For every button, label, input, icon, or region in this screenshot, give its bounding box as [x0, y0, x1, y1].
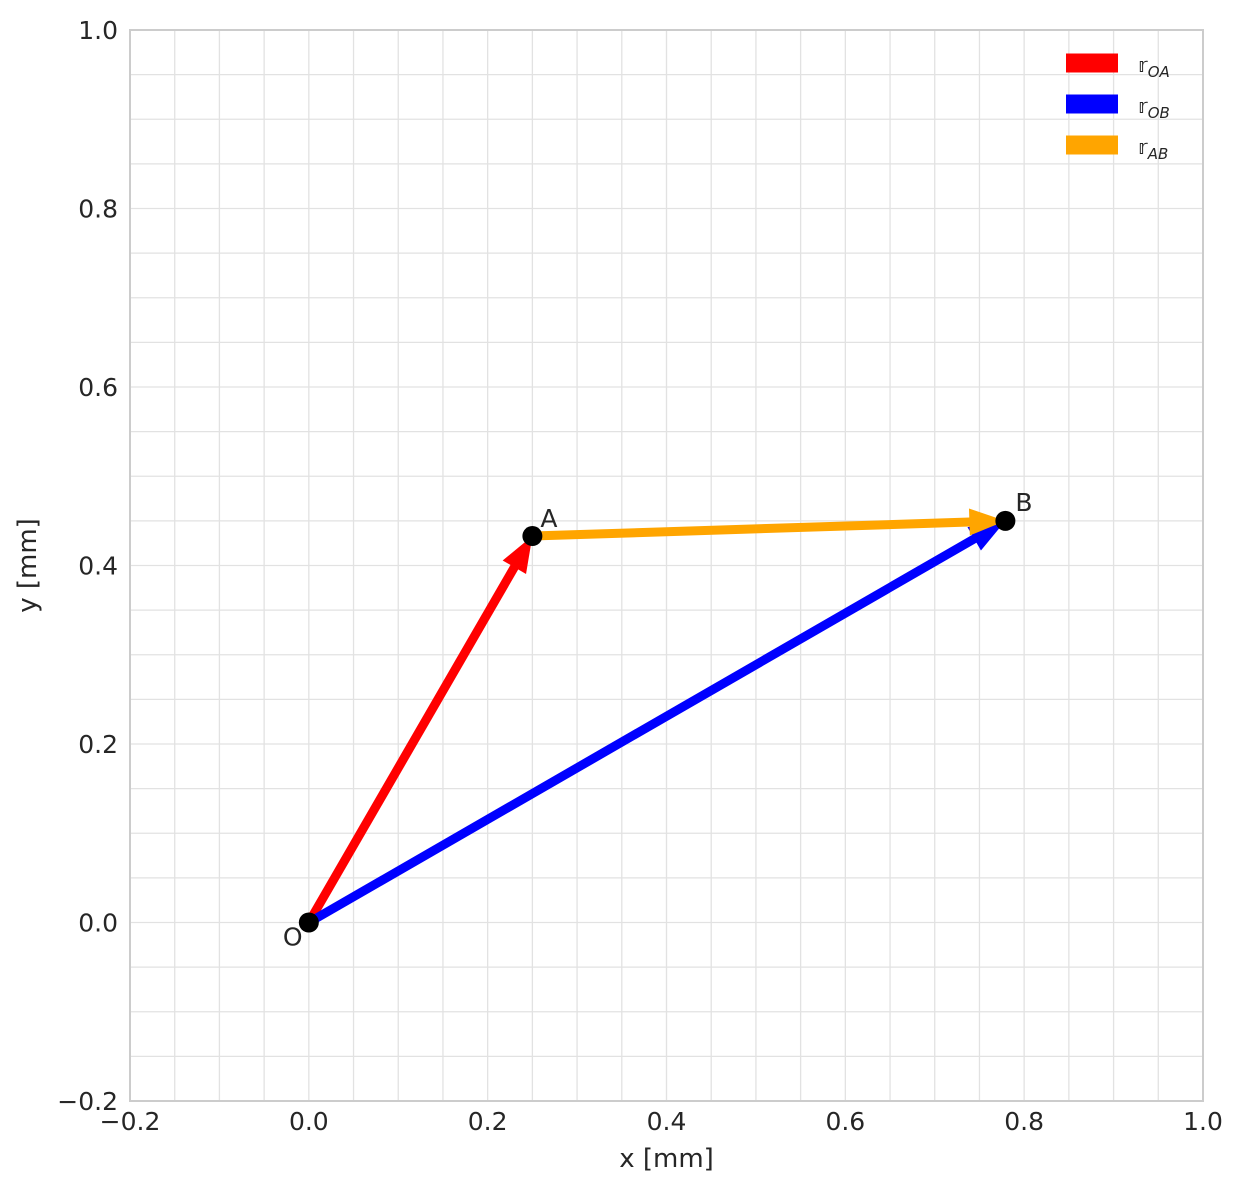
y-tick-label: 0.8 — [78, 195, 118, 224]
vector-r-ab-shaft — [532, 517, 978, 541]
y-tick-label: 0.4 — [78, 552, 118, 581]
legend-swatch-r-ab — [1066, 135, 1118, 155]
axes-spines — [129, 29, 1204, 1102]
legend-label-r-ab: 𝕣AB — [1138, 135, 1168, 163]
y-tick-label: 1.0 — [78, 16, 118, 45]
point-B-marker — [995, 510, 1016, 531]
legend-swatch-r-ob — [1066, 94, 1118, 114]
x-tick-label: 0.6 — [825, 1107, 865, 1136]
y-tick-label: −0.2 — [57, 1087, 118, 1116]
vector-r-oa-shaft — [304, 558, 523, 925]
x-tick-label: −0.2 — [100, 1107, 161, 1136]
x-tick-label: 1.0 — [1183, 1107, 1223, 1136]
point-B-label: B — [1015, 488, 1032, 517]
point-A-marker — [522, 526, 543, 547]
legend-label-r-ob: 𝕣OB — [1138, 94, 1170, 122]
x-tick-label: 0.2 — [468, 1107, 508, 1136]
y-axis-label: y [mm] — [13, 518, 43, 613]
x-axis-label: x [mm] — [619, 1144, 714, 1174]
legend-swatch-r-oa — [1066, 53, 1118, 73]
point-O-label: O — [283, 923, 303, 952]
point-O-marker — [298, 912, 319, 933]
y-tick-label: 0.6 — [78, 373, 118, 402]
vector-r-ab-arrowhead-icon — [968, 508, 1006, 536]
point-A-label: A — [540, 504, 557, 533]
x-tick-label: 0.4 — [647, 1107, 687, 1136]
x-tick-label: 0.0 — [289, 1107, 329, 1136]
y-tick-label: 0.2 — [78, 730, 118, 759]
legend-label-r-oa: 𝕣OA — [1138, 53, 1170, 81]
x-tick-label: 0.8 — [1004, 1107, 1044, 1136]
vector-r-ob-shaft — [306, 530, 984, 927]
y-tick-label: 0.0 — [78, 909, 118, 938]
vector-r-oa-arrowhead-icon — [502, 536, 533, 574]
